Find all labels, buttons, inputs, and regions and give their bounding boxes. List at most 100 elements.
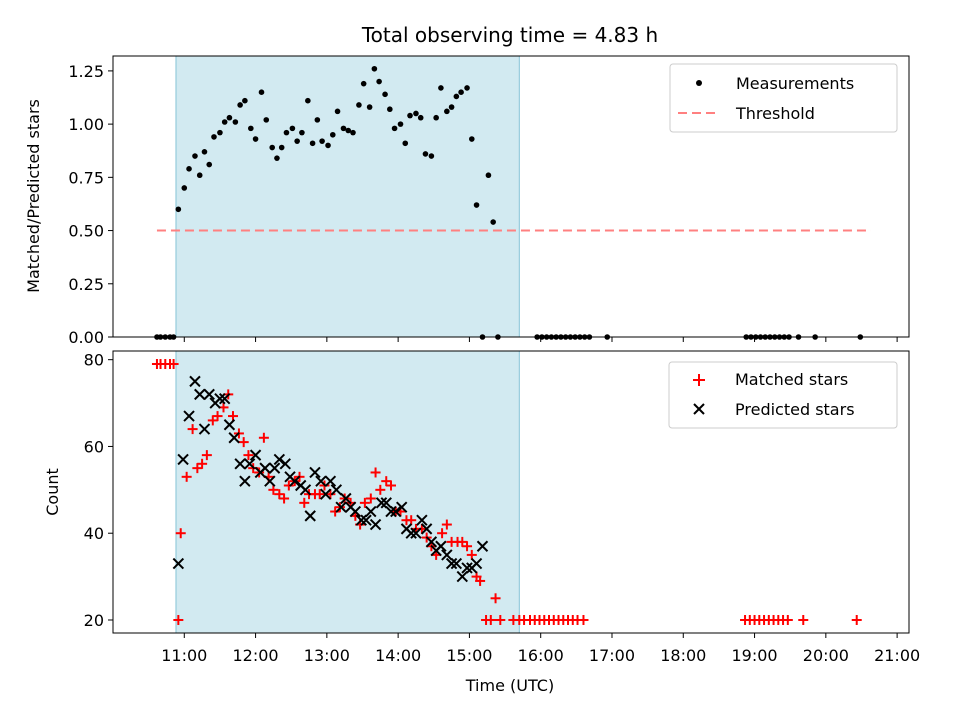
y-tick-label: 0.50: [68, 222, 104, 241]
measurement-point: [350, 129, 356, 136]
bottom-y-ticks: 20 40 60 80: [84, 351, 113, 630]
x-tick-label: 12:00: [233, 646, 279, 665]
matched-star-point: [462, 541, 473, 552]
matched-star-point: [299, 497, 310, 508]
predicted-star-point: [435, 540, 447, 552]
top-legend-box: [669, 63, 898, 133]
top-y-axis-label: Matched/Predicted stars: [24, 99, 43, 293]
measurement-point: [376, 78, 382, 85]
y-tick-label: 0.00: [68, 328, 104, 347]
predicted-star-point: [259, 462, 271, 474]
measurement-point: [329, 131, 336, 138]
measurement-point: [428, 153, 435, 159]
predicted-star-point: [375, 497, 388, 509]
predicted-star-point: [349, 505, 362, 518]
predicted-star-point: [234, 458, 246, 470]
measurement-point: [274, 155, 280, 161]
measurement-point: [345, 127, 352, 134]
matched-star-point: [485, 614, 496, 625]
matched-star-point: [274, 489, 285, 500]
predicted-star-point: [340, 492, 352, 505]
matched-star-point: [375, 484, 386, 495]
matched-star-point: [416, 523, 427, 534]
predicted-star-point: [223, 419, 236, 431]
matched-star-point: [851, 614, 862, 625]
predicted-star-point: [335, 501, 347, 513]
measurement-point: [360, 80, 367, 87]
matched-star-point: [243, 450, 254, 461]
predicted-star-point: [177, 453, 189, 466]
predicted-star-point: [198, 423, 211, 435]
predicted-star-point: [273, 453, 286, 466]
predicted-star-point: [456, 570, 468, 583]
predicted-star-point: [194, 388, 206, 401]
matched-star-point: [187, 424, 198, 435]
bottom-legend: Matched stars Predicted stars: [668, 361, 898, 429]
matched-star-point: [173, 614, 184, 625]
y-tick-label: 40: [84, 524, 104, 543]
measurement-point: [468, 136, 475, 142]
measurement-point: [305, 97, 311, 104]
measurement-point: [366, 104, 373, 110]
legend-measurements-marker: [696, 80, 702, 86]
top-legend: Measurements Threshold: [669, 63, 898, 133]
matched-star-point: [258, 432, 269, 443]
predicted-star-point: [405, 527, 417, 539]
predicted-star-point: [476, 540, 489, 552]
measurement-point: [413, 110, 419, 117]
predicted-star-point: [420, 523, 433, 535]
predicted-star-point: [268, 462, 281, 474]
matched-star-point: [227, 411, 238, 422]
measurement-point: [283, 129, 290, 136]
x-tick-label: 11:00: [161, 646, 207, 665]
measurement-point: [340, 125, 347, 132]
predicted-star-point: [279, 458, 291, 470]
measurement-point: [334, 108, 341, 115]
matched-star-point: [268, 484, 279, 495]
measurement-point: [422, 151, 429, 157]
matched-star-point: [279, 493, 290, 504]
measurement-point: [181, 185, 188, 191]
measurement-point: [248, 125, 254, 132]
predicted-star-point: [249, 449, 262, 461]
predicted-star-point: [410, 527, 422, 539]
top-axes-frame: [112, 55, 910, 338]
measurement-point: [278, 144, 285, 151]
measurement-point: [438, 85, 444, 91]
measurement-point: [309, 140, 316, 147]
matched-star-point: [314, 489, 325, 500]
matched-star-point: [457, 536, 468, 547]
matched-star-point: [197, 458, 208, 469]
matched-star-point: [238, 437, 249, 448]
measurement-point: [196, 172, 203, 179]
measurement-point: [314, 117, 321, 123]
x-tick-label: 21:00: [874, 646, 920, 665]
predicted-star-point: [380, 497, 392, 509]
matched-star-point: [441, 519, 452, 530]
measurement-point: [206, 161, 213, 168]
predicted-star-point: [304, 510, 316, 522]
bottom-axes-frame: [112, 350, 910, 634]
measurement-point: [473, 202, 480, 208]
measurement-point: [319, 138, 325, 144]
legend-matched-label: Matched stars: [735, 370, 848, 389]
measurement-point: [485, 172, 492, 179]
top-y-ticks: 0.00 0.25 0.50 0.75 1.00 1.25: [68, 62, 113, 347]
x-tick-label: 15:00: [446, 646, 492, 665]
predicted-star-point: [243, 458, 256, 470]
predicted-star-point: [445, 557, 458, 570]
predicted-star-point: [355, 514, 368, 526]
measurement-point: [382, 91, 388, 98]
measurement-point: [371, 65, 378, 72]
bottom-shaded-span: [175, 350, 520, 634]
x-tick-label: 17:00: [589, 646, 635, 665]
measurement-point: [453, 93, 460, 100]
predicted-star-point: [172, 557, 185, 570]
y-tick-label: 1.25: [68, 62, 104, 81]
predicted-star-point: [289, 475, 301, 487]
predicted-star-point: [203, 388, 215, 401]
x-tick-label: 13:00: [304, 646, 350, 665]
measurement-point: [258, 89, 265, 95]
legend-measurements-label: Measurements: [736, 74, 854, 93]
figure-title: Total observing time = 4.83 h: [361, 23, 658, 47]
